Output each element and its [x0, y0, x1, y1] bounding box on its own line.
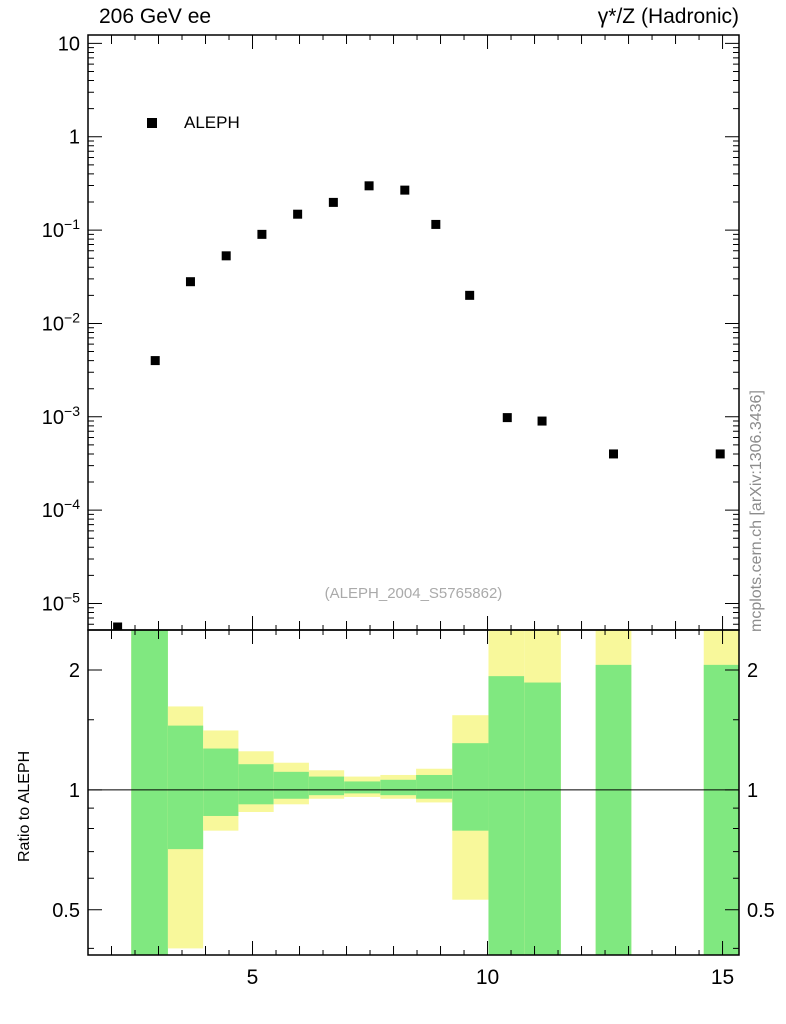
x-tick-label: 15	[711, 966, 734, 989]
ratio-tick-label: 2	[69, 660, 80, 682]
ratio-tick-label: 1	[69, 780, 80, 802]
y-tick-label: 10	[58, 33, 80, 55]
ratio-band-inner	[488, 676, 525, 955]
x-tick-label: 5	[247, 966, 259, 989]
data-point-marker	[400, 185, 410, 195]
data-point-marker	[715, 449, 725, 459]
y-tick-label: 10−2	[42, 309, 80, 335]
ratio-tick-label: 0.5	[52, 900, 80, 922]
data-point-marker	[537, 416, 547, 426]
ratio-axis-title: Ratio to ALEPH	[16, 750, 33, 862]
ratio-band-inner	[308, 776, 345, 796]
data-point-marker	[465, 290, 475, 300]
ratio-band-inner	[524, 682, 561, 955]
data-point-marker	[431, 219, 441, 229]
ratio-tick-label: 0.5	[747, 900, 775, 922]
ratio-band-inner	[416, 774, 453, 799]
data-points	[113, 181, 725, 630]
ratio-band-inner	[595, 664, 632, 955]
plot-title-left: 206 GeV ee	[99, 5, 212, 28]
ratio-band-inner	[344, 781, 381, 794]
ratio-band-inner	[703, 664, 739, 955]
ratio-band-inner	[273, 771, 309, 799]
ratio-band-inner	[380, 779, 417, 796]
x-tick-label: 10	[476, 966, 499, 989]
y-tick-label: 1	[69, 127, 80, 149]
data-point-marker	[502, 413, 512, 423]
data-point-marker	[257, 229, 267, 239]
data-point-marker	[609, 449, 619, 459]
data-point-marker	[293, 209, 303, 219]
axis-ticks	[88, 35, 739, 955]
ratio-band-inner	[167, 725, 204, 850]
legend-label: ALEPH	[184, 113, 240, 132]
data-point-marker	[185, 277, 195, 287]
y-tick-label: 10−3	[42, 403, 80, 429]
y-tick-label: 10−5	[42, 589, 80, 615]
y-tick-label: 10−4	[42, 496, 80, 522]
ratio-band-inner	[452, 743, 489, 831]
ratio-band-inner	[238, 764, 274, 805]
data-point-marker	[221, 251, 231, 261]
ratio-frame	[87, 629, 740, 956]
data-point-marker	[113, 622, 123, 630]
legend-marker-square-icon	[147, 118, 157, 128]
ratio-tick-label: 2	[747, 660, 758, 682]
y-tick-label: 10−1	[42, 216, 80, 242]
ratio-tick-label: 1	[747, 780, 758, 802]
ratio-band-inner	[203, 748, 239, 816]
plot-title-right: γ*/Z (Hadronic)	[597, 5, 739, 28]
data-point-marker	[364, 181, 374, 191]
analysis-watermark: (ALEPH_2004_S5765862)	[324, 585, 503, 602]
data-point-marker	[328, 197, 338, 207]
legend: ALEPH	[147, 113, 240, 133]
mcplots-arxiv-note: mcplots.cern.ch [arXiv:1306.3436]	[748, 390, 765, 632]
data-point-marker	[150, 356, 160, 366]
ratio-band-inner	[131, 630, 168, 955]
